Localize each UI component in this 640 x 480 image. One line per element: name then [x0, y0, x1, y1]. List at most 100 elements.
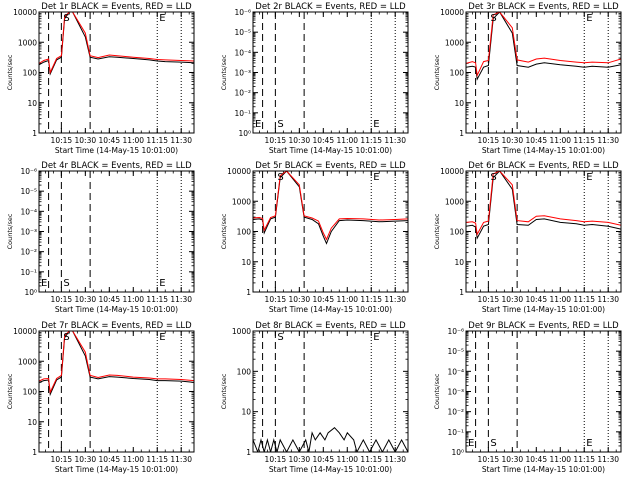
x-tick-label: 11:00 — [336, 136, 358, 145]
panel-title: Det 9r BLACK = Events, RED = LLD — [468, 321, 619, 331]
y-tick-label: 100 — [237, 367, 252, 376]
x-tick-label: 10:15 — [51, 136, 73, 145]
y-axis-label: Counts/sec — [6, 213, 14, 249]
x-axis-label: Start Time (14-May-15 10:01:00) — [269, 465, 392, 474]
plot-frame — [38, 170, 195, 293]
x-tick-label: 10:15 — [51, 455, 73, 464]
detector-panel-9: Det 9r BLACK = Events, RED = LLD Counts/s… — [433, 321, 622, 474]
start-marker-label: S — [490, 13, 496, 24]
y-tick-label: 10000 — [440, 167, 464, 176]
panel-title: Det 3r BLACK = Events, RED = LLD — [468, 2, 619, 12]
y-tick-label: 1000 — [232, 197, 251, 206]
x-tick-label: 10:30 — [502, 295, 524, 304]
x-tick-label: 10:45 — [312, 136, 334, 145]
y-tick-label: 10⁻⁴ — [447, 367, 464, 376]
x-axis-label: Start Time (14-May-15 10:01:00) — [482, 146, 605, 155]
x-tick-label: 11:00 — [122, 455, 144, 464]
x-tick-label: 11:15 — [360, 136, 382, 145]
plot-frame — [252, 11, 409, 134]
start-marker-label: S — [277, 332, 283, 343]
y-tick-label: 10000 — [13, 8, 37, 17]
y-tick-label: 10⁻¹ — [234, 109, 251, 118]
x-tick-label: 10:45 — [525, 136, 547, 145]
panel-title: Det 6r BLACK = Events, RED = LLD — [468, 161, 619, 171]
x-tick-label: 11:00 — [549, 136, 571, 145]
x-tick-label: 10:30 — [289, 136, 311, 145]
y-axis-label: Counts/sec — [433, 373, 441, 409]
y-tick-label: 10⁻⁴ — [20, 207, 37, 216]
start-marker-label: S — [63, 332, 69, 343]
panel-title: Det 2r BLACK = Events, RED = LLD — [255, 2, 406, 12]
lld-series-line — [466, 12, 621, 78]
end-marker-label: E — [373, 172, 379, 183]
y-tick-label: 10⁰ — [451, 448, 464, 457]
plot-frame — [465, 11, 622, 134]
y-tick-label: 1000 — [18, 38, 37, 47]
lld-series-line — [39, 331, 194, 395]
y-tick-label: 10⁻³ — [447, 388, 464, 397]
x-tick-label: 10:45 — [98, 136, 120, 145]
x-tick-label: 11:15 — [360, 295, 382, 304]
end-marker-label: E — [373, 332, 379, 343]
x-tick-label: 11:15 — [573, 295, 595, 304]
x-tick-label: 11:30 — [170, 136, 192, 145]
x-tick-label: 11:30 — [597, 455, 619, 464]
plot-frame — [252, 330, 409, 453]
x-axis-label: Start Time (14-May-15 10:01:00) — [55, 146, 178, 155]
y-axis-label: Counts/sec — [6, 54, 14, 90]
edge-marker-label: E — [41, 278, 47, 289]
x-tick-label: 11:15 — [360, 455, 382, 464]
end-marker-label: E — [373, 119, 379, 130]
detector-panel-6: Det 6r BLACK = Events, RED = LLD Counts/s… — [433, 161, 622, 314]
lld-series-line — [466, 171, 621, 236]
y-tick-label: 1 — [32, 448, 37, 457]
plot-frame — [465, 330, 622, 453]
end-marker-label: E — [586, 438, 592, 449]
x-tick-label: 11:00 — [336, 455, 358, 464]
panel-title: Det 8r BLACK = Events, RED = LLD — [255, 321, 406, 331]
events-series-line — [253, 427, 408, 452]
y-tick-label: 10⁻⁶ — [447, 327, 464, 336]
y-tick-label: 10⁰ — [24, 288, 37, 297]
y-tick-label: 10⁻³ — [234, 69, 251, 78]
detector-panel-1: Det 1r BLACK = Events, RED = LLD Counts/s… — [6, 2, 195, 155]
end-marker-label: E — [159, 278, 165, 289]
detector-panel-8: Det 8r BLACK = Events, RED = LLD Counts/s… — [220, 321, 409, 474]
lld-series-line — [253, 171, 408, 241]
x-tick-label: 11:30 — [384, 295, 406, 304]
y-tick-label: 10⁻¹ — [447, 428, 464, 437]
events-series-line — [466, 171, 621, 240]
plot-frame — [465, 170, 622, 293]
x-tick-label: 10:45 — [525, 455, 547, 464]
events-series-line — [253, 171, 408, 245]
x-tick-label: 11:30 — [384, 136, 406, 145]
events-series-line — [39, 331, 194, 397]
x-tick-label: 11:15 — [146, 455, 168, 464]
plot-frame — [38, 11, 195, 134]
y-tick-label: 1000 — [445, 38, 464, 47]
x-tick-label: 10:30 — [502, 136, 524, 145]
start-marker-label: S — [63, 13, 69, 24]
y-tick-label: 100 — [450, 69, 465, 78]
y-tick-label: 10⁻⁶ — [20, 167, 37, 176]
x-tick-label: 11:00 — [549, 455, 571, 464]
y-tick-label: 10⁰ — [238, 129, 251, 138]
start-marker-label: S — [277, 172, 283, 183]
lld-series-line — [39, 12, 194, 75]
x-tick-label: 11:15 — [146, 295, 168, 304]
y-tick-label: 100 — [23, 69, 38, 78]
panel-title: Det 7r BLACK = Events, RED = LLD — [41, 321, 192, 331]
y-tick-label: 10⁻⁴ — [234, 48, 251, 57]
x-tick-label: 11:30 — [170, 295, 192, 304]
y-axis-label: Counts/sec — [6, 373, 14, 409]
y-tick-label: 10 — [241, 408, 251, 417]
y-axis-label: Counts/sec — [220, 213, 228, 249]
x-tick-label: 10:45 — [525, 295, 547, 304]
x-axis-label: Start Time (14-May-15 10:01:00) — [482, 465, 605, 474]
x-tick-label: 10:45 — [312, 455, 334, 464]
x-tick-label: 10:30 — [289, 295, 311, 304]
y-tick-label: 1 — [246, 448, 251, 457]
x-tick-label: 10:15 — [478, 455, 500, 464]
panel-title: Det 5r BLACK = Events, RED = LLD — [255, 161, 406, 171]
x-axis-label: Start Time (14-May-15 10:01:00) — [55, 305, 178, 314]
